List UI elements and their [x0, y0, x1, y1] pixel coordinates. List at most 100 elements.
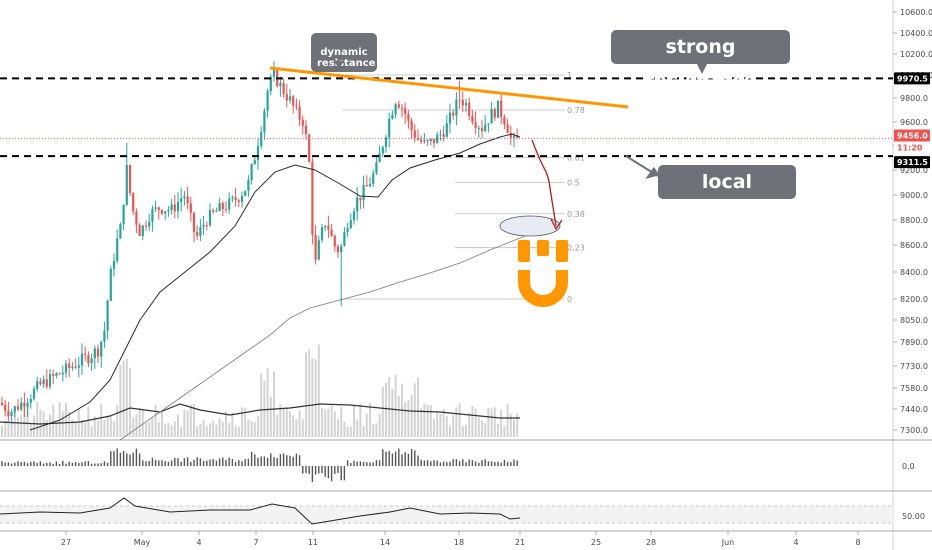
oscillator-bar — [132, 452, 134, 466]
oscillator-bar — [270, 453, 272, 466]
fib-level-label: 0.38 — [567, 210, 585, 219]
oscillator-bar — [378, 460, 381, 466]
oscillator-bar — [23, 461, 26, 466]
oscillator-bar — [282, 453, 285, 466]
candle-body — [170, 204, 173, 211]
volume-bar — [433, 418, 435, 437]
volume-bar — [317, 344, 320, 437]
volume-bar — [10, 420, 13, 437]
candle-body — [253, 160, 256, 165]
candle-body — [394, 104, 397, 115]
candle-body — [135, 211, 138, 225]
volume-bar — [516, 413, 519, 437]
candle-body — [436, 134, 439, 144]
oscillator-bar — [186, 457, 189, 466]
oscillator-bar — [74, 461, 77, 466]
oscillator-bar — [308, 466, 310, 475]
candle-body — [141, 225, 144, 236]
fib-level-label: 0.5 — [567, 179, 580, 188]
y-axis: 10600.010400.010200.010000.09800.09600.0… — [893, 8, 932, 435]
candle-body — [48, 374, 52, 387]
volume-bar — [410, 394, 413, 437]
candle-body — [224, 209, 228, 211]
candle-body — [173, 204, 176, 212]
candle-body — [250, 164, 253, 181]
candle-body — [269, 77, 272, 92]
volume-bar — [45, 419, 48, 437]
candle-body — [285, 94, 288, 101]
candle-body — [68, 363, 71, 368]
y-axis-tick-label: 9000.0 — [900, 191, 928, 200]
candle-body — [487, 123, 490, 125]
volume-bar — [33, 415, 35, 437]
candle-body — [429, 138, 432, 142]
candle-body — [272, 69, 276, 78]
candle-body — [516, 135, 519, 138]
candle-body — [400, 107, 404, 109]
volume-bar — [71, 419, 74, 437]
volume-bar — [420, 408, 423, 437]
oscillator-bar — [510, 462, 512, 466]
candle-body — [343, 231, 346, 246]
candle-body — [144, 225, 148, 227]
candle-body — [352, 211, 356, 221]
ma-fast-line — [29, 133, 521, 431]
y-axis-tick-label: 8800.0 — [900, 216, 928, 225]
fib-level-label: 0.61 — [567, 154, 585, 163]
volume-bar — [481, 420, 483, 437]
candle-body — [39, 381, 42, 385]
candle-body — [439, 134, 442, 136]
volume-bar — [145, 423, 147, 437]
candle-body — [340, 245, 343, 253]
volume-bar — [442, 409, 445, 437]
candle-body — [391, 114, 394, 119]
oscillator-bar — [436, 460, 438, 466]
candle-body — [292, 96, 295, 106]
oscillator-bar — [250, 451, 253, 466]
volume-bar — [260, 373, 263, 437]
candle-body — [324, 225, 327, 228]
y-axis-tick-label: 9200.0 — [900, 166, 928, 175]
x-axis-tick-label: Jun — [721, 538, 735, 547]
candle-body — [154, 207, 157, 210]
volume-bar — [500, 409, 503, 437]
oscillator-bar — [286, 455, 288, 466]
horizontal-levels — [0, 77, 893, 158]
resistance-price-tag-box — [894, 72, 930, 85]
volume-bar — [273, 371, 275, 437]
dynamic-resistance-trendline — [269, 66, 629, 109]
volume-bar — [452, 414, 455, 437]
candle-body — [375, 162, 378, 174]
last-price-tag-box — [894, 129, 930, 142]
candle-body — [116, 238, 119, 262]
projection-arrow — [531, 139, 557, 227]
oscillator-bar — [193, 459, 195, 466]
projection-arrowhead — [550, 218, 563, 231]
volume-bar — [394, 374, 397, 437]
volume-ma-line — [0, 403, 520, 425]
volume-bar — [135, 414, 138, 437]
candle-body — [103, 330, 106, 342]
volume-bars — [0, 344, 520, 437]
candle-body — [157, 207, 160, 211]
candle-body — [205, 225, 208, 227]
candle-body — [192, 212, 196, 233]
oscillator-bar — [97, 463, 99, 466]
resistance-price-tag-label: 9970.5 — [897, 74, 928, 83]
oscillator-bar — [433, 460, 435, 466]
candlesticks — [0, 61, 519, 425]
candle-body — [445, 123, 448, 137]
candle-body — [468, 102, 471, 116]
oscillator-bar — [87, 461, 90, 466]
volume-bar — [426, 405, 429, 437]
oscillator-bar — [241, 461, 243, 466]
volume-bar — [161, 410, 163, 437]
candle-body — [260, 132, 263, 147]
oscillator-bar — [318, 466, 320, 474]
oscillator-bar — [343, 466, 346, 481]
volume-bar — [151, 418, 154, 437]
volume-bar — [353, 405, 355, 437]
volume-bar — [237, 426, 240, 437]
candle-body — [362, 185, 365, 201]
